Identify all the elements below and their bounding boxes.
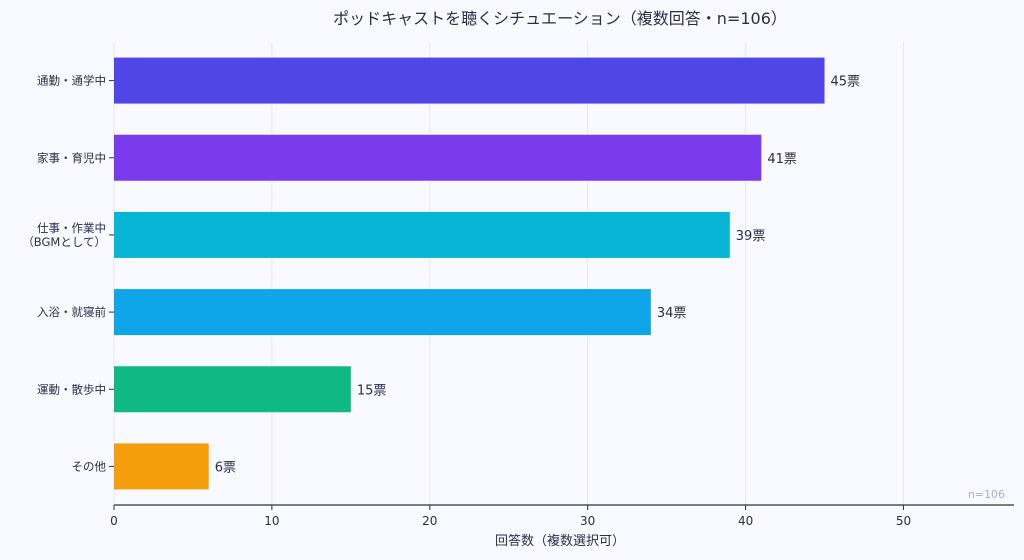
y-tick-label: その他 <box>72 459 107 473</box>
bar-value-label: 6票 <box>215 460 236 475</box>
y-tick-label: 運動・散歩中 <box>37 382 106 396</box>
bar <box>114 211 730 258</box>
bar <box>114 57 825 104</box>
x-tick-label: 0 <box>110 514 118 528</box>
bar <box>114 134 762 181</box>
x-tick-label: 30 <box>580 514 595 528</box>
bar-value-label: 41票 <box>767 152 797 167</box>
x-tick-label: 20 <box>422 514 437 528</box>
y-tick-label: 家事・育児中 <box>37 151 106 165</box>
x-axis-label: 回答数（複数選択可） <box>495 533 625 549</box>
bar-value-label: 15票 <box>357 383 387 398</box>
bar <box>114 289 651 336</box>
bar-value-label: 39票 <box>736 229 766 244</box>
y-tick-label: 入浴・就寝前 <box>37 305 106 319</box>
y-tick-label: 仕事・作業中（BGMとして） <box>22 221 106 249</box>
x-tick-label: 50 <box>896 514 911 528</box>
x-tick-label: 10 <box>264 514 279 528</box>
bar-value-label: 34票 <box>657 306 687 321</box>
bar <box>114 366 351 413</box>
bar <box>114 443 209 490</box>
sample-size-annotation: n=106 <box>968 488 1005 501</box>
x-tick-label: 40 <box>738 514 753 528</box>
bar-value-label: 45票 <box>831 75 861 90</box>
y-tick-label: 通勤・通学中 <box>37 74 106 88</box>
chart-title: ポッドキャストを聴くシチュエーション（複数回答・n=106） <box>333 9 787 28</box>
